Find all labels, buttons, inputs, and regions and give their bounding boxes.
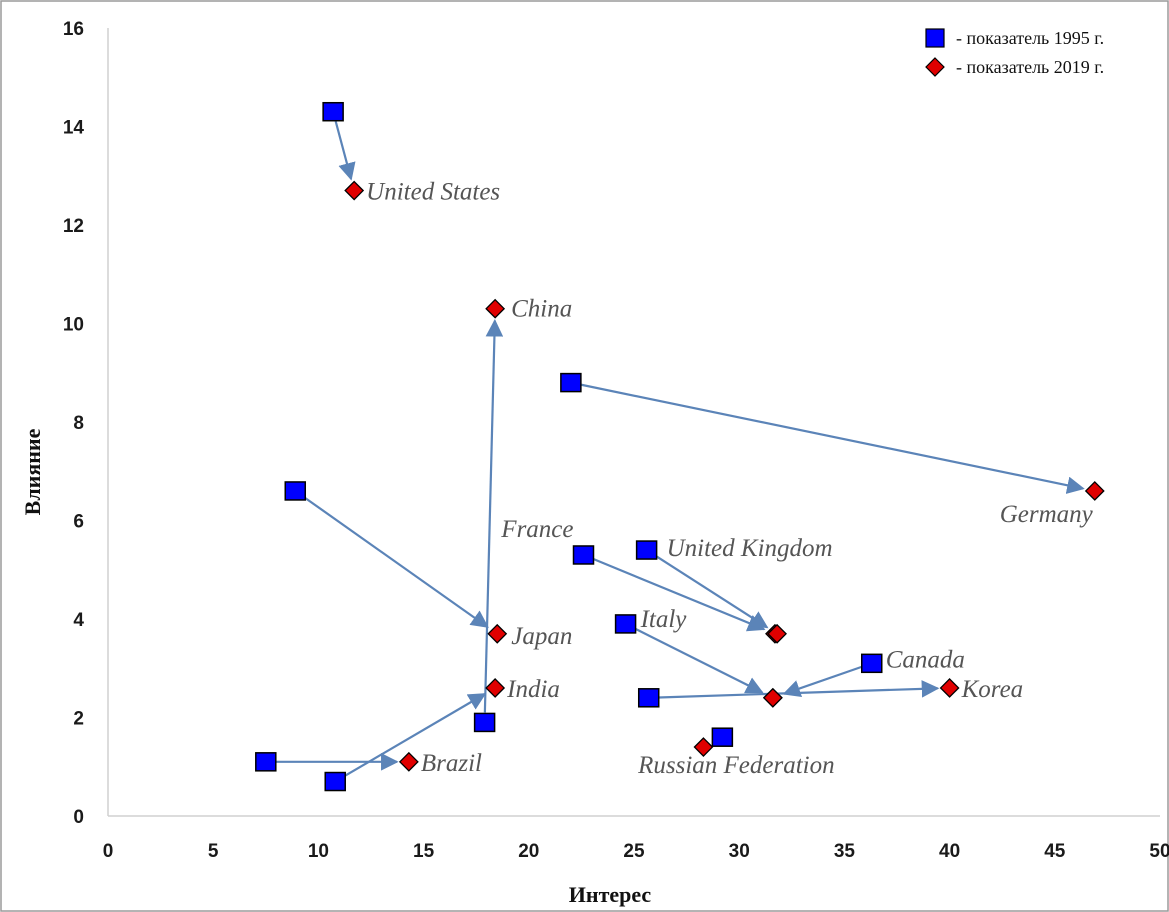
point-1995-square	[635, 540, 658, 560]
point-label: Italy	[640, 606, 688, 633]
y-tick-label: 12	[63, 216, 84, 237]
y-tick-label: 8	[73, 413, 84, 434]
x-tick-label: 40	[939, 841, 960, 862]
point-1995-square	[255, 752, 277, 772]
y-tick-label: 2	[73, 709, 84, 730]
trajectory-arrow	[302, 495, 489, 628]
trajectory-arrow	[592, 557, 766, 632]
trajectory-arrow	[634, 627, 764, 694]
point-label: Germany	[1000, 501, 1094, 528]
point-2019-diamond	[762, 687, 783, 708]
point-1995-square	[861, 653, 883, 674]
markers-2019	[344, 180, 1105, 772]
y-tick-labels: 0 2 4 6 8 10 12 14 16	[63, 19, 85, 828]
trajectory-arrow	[334, 121, 356, 181]
y-tick-label: 0	[73, 807, 84, 828]
point-label: France	[500, 516, 573, 543]
y-tick-label: 10	[63, 315, 84, 336]
legend-diamond-icon	[925, 57, 945, 77]
point-1995-square	[284, 481, 307, 501]
legend-label-1995: - показатель 1995 г.	[956, 28, 1104, 48]
point-2019-diamond	[487, 623, 508, 644]
x-axis-title: Интерес	[569, 882, 652, 907]
y-tick-label: 6	[73, 512, 84, 533]
y-tick-label: 14	[63, 118, 85, 139]
point-label: United States	[366, 179, 500, 206]
x-tick-label: 50	[1149, 841, 1169, 862]
x-tick-label: 0	[103, 841, 114, 862]
point-label: China	[511, 296, 572, 323]
trajectory-arrow	[658, 680, 940, 699]
x-tick-label: 15	[413, 841, 435, 862]
legend-label-2019: - показатель 2019 г.	[956, 57, 1104, 77]
point-label: United Kingdom	[667, 535, 833, 562]
x-tick-label: 25	[623, 841, 645, 862]
point-labels: United States China Germany France United Ki…	[366, 179, 1094, 780]
point-1995-square	[324, 771, 346, 792]
arrows	[275, 121, 1085, 778]
x-tick-label: 10	[308, 841, 329, 862]
point-label: Japan	[511, 623, 572, 650]
point-1995-square	[322, 101, 344, 122]
point-2019-diamond	[398, 751, 419, 772]
x-tick-label: 30	[729, 841, 750, 862]
x-tick-label: 5	[208, 841, 219, 862]
y-tick-label: 4	[73, 610, 84, 631]
markers-1995	[255, 101, 883, 792]
x-tick-label: 35	[834, 841, 856, 862]
point-2019-diamond	[485, 298, 506, 319]
point-1995-square	[560, 372, 582, 393]
point-2019-diamond	[939, 678, 960, 698]
y-tick-label: 16	[63, 19, 84, 40]
point-1995-square	[711, 727, 734, 747]
point-2019-diamond	[1084, 481, 1105, 501]
point-2019-diamond	[767, 623, 787, 644]
trajectory-arrow	[483, 318, 504, 713]
point-2019-diamond	[693, 737, 714, 757]
trajectory-arrow	[782, 665, 863, 697]
point-label: Brazil	[421, 750, 482, 777]
x-tick-label: 20	[518, 841, 539, 862]
point-1995-square	[473, 712, 496, 733]
point-label: Canada	[886, 646, 965, 673]
point-1995-square	[572, 545, 595, 565]
point-1995-square	[637, 688, 660, 708]
x-tick-label: 45	[1044, 841, 1066, 862]
y-axis-title: Влияние	[20, 428, 45, 515]
point-label: Korea	[961, 676, 1024, 703]
x-tick-labels: 0 5 10 15 20 25 30 35 40 45 50	[103, 841, 1169, 862]
point-2019-diamond	[485, 678, 506, 698]
point-label: India	[506, 676, 560, 703]
trajectory-arrow	[580, 383, 1085, 494]
point-1995-square	[614, 614, 637, 634]
legend: - показатель 1995 г. - показатель 2019 г…	[925, 28, 1104, 77]
legend-square-icon	[925, 28, 945, 48]
point-label: Russian Federation	[637, 752, 835, 779]
point-2019-diamond	[344, 180, 365, 201]
trajectory-arrow	[654, 554, 769, 629]
